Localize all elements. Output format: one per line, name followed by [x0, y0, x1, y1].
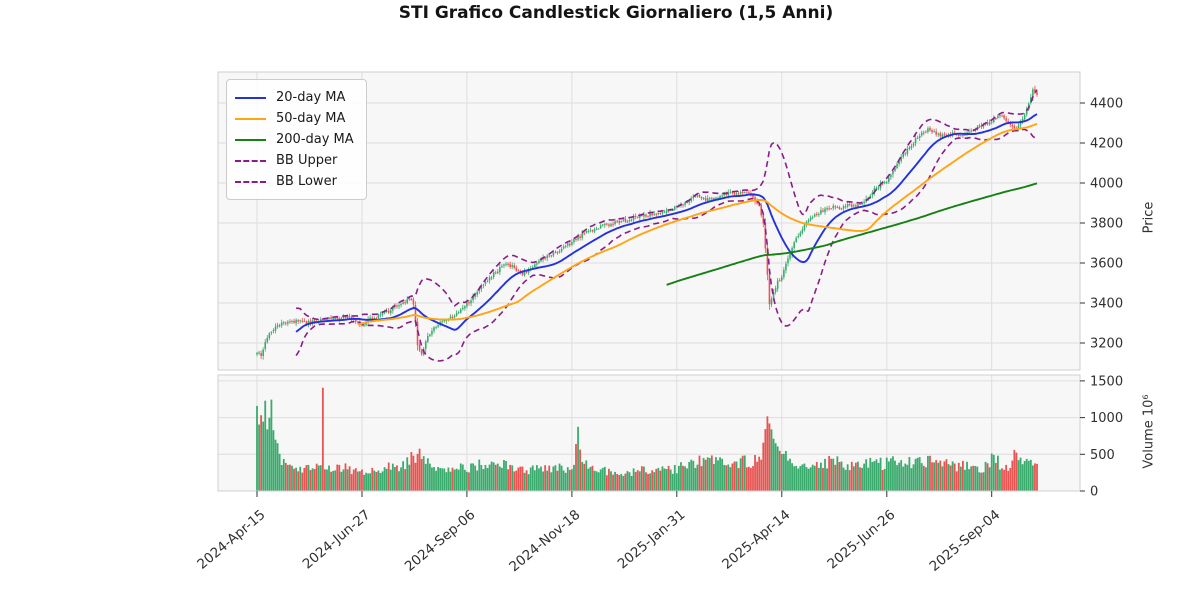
ma200-line	[666, 182, 1038, 286]
svg-text:0: 0	[1090, 485, 1098, 500]
bb-lower-line	[295, 128, 1038, 362]
legend-item-bb-lower: BB Lower	[235, 171, 354, 192]
svg-text:4400: 4400	[1090, 97, 1123, 112]
legend-label: BB Lower	[276, 174, 337, 189]
svg-text:500: 500	[1090, 448, 1115, 463]
bb-lower-line-swatch	[235, 180, 266, 183]
ma20-line	[295, 113, 1038, 333]
svg-text:2024-Apr-15: 2024-Apr-15	[194, 507, 268, 573]
legend-label: 20-day MA	[276, 90, 346, 105]
volume-panel-spine	[217, 374, 1081, 492]
ma200-line-swatch	[235, 138, 266, 141]
svg-text:2025-Sep-04: 2025-Sep-04	[927, 507, 1004, 575]
svg-text:2025-Jan-31: 2025-Jan-31	[615, 507, 689, 573]
ma20-line-swatch	[235, 96, 266, 99]
svg-text:2024-Jun-27: 2024-Jun-27	[300, 507, 374, 573]
svg-text:2025-Apr-14: 2025-Apr-14	[719, 507, 793, 573]
price-axis-label: Price	[1141, 201, 1157, 234]
legend-label: 50-day MA	[276, 111, 346, 126]
svg-text:4000: 4000	[1090, 177, 1123, 192]
svg-text:2024-Sep-06: 2024-Sep-06	[402, 507, 479, 575]
svg-text:3600: 3600	[1090, 257, 1123, 272]
svg-text:2025-Jun-26: 2025-Jun-26	[824, 507, 898, 573]
bb-upper-line-swatch	[235, 159, 266, 162]
chart-title: STI Grafico Candlestick Giornaliero (1,5…	[398, 3, 834, 23]
volume-bars-layer	[256, 387, 1038, 491]
legend-item-ma20: 20-day MA	[235, 87, 354, 108]
ma50-line-swatch	[235, 117, 266, 120]
svg-text:1500: 1500	[1090, 374, 1123, 389]
price-panel-spine	[217, 71, 1081, 371]
svg-text:2024-Nov-18: 2024-Nov-18	[506, 507, 583, 575]
legend-label: BB Upper	[276, 153, 338, 168]
svg-text:3800: 3800	[1090, 217, 1123, 232]
legend-item-bb-upper: BB Upper	[235, 150, 354, 171]
legend-item-ma200: 200-day MA	[235, 129, 354, 150]
svg-text:3200: 3200	[1090, 337, 1123, 352]
svg-text:1000: 1000	[1090, 411, 1123, 426]
legend-label: 200-day MA	[276, 132, 354, 147]
volume-axis-label: Volume 10⁶	[1141, 394, 1157, 469]
svg-text:4200: 4200	[1090, 137, 1123, 152]
bb-upper-line	[296, 89, 1038, 321]
legend-item-ma50: 50-day MA	[235, 108, 354, 129]
legend: 20-day MA 50-day MA 200-day MA BB Upper …	[226, 79, 367, 200]
svg-text:3400: 3400	[1090, 297, 1123, 312]
ma50-line	[357, 122, 1038, 326]
